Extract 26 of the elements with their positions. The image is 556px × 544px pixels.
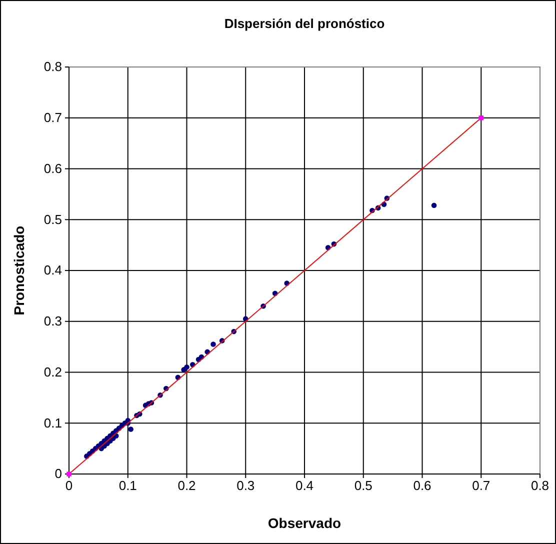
x-tick-label: 0 <box>65 478 73 494</box>
x-axis-title: Observado <box>268 515 342 531</box>
x-tick-label: 0.6 <box>413 478 432 494</box>
y-tick-label: 0.4 <box>44 262 62 278</box>
y-tick-label: 0.5 <box>44 212 62 227</box>
x-tick-label: 0.4 <box>295 478 314 494</box>
y-tick-label: 0 <box>54 466 62 482</box>
x-tick-label: 0.3 <box>236 478 255 494</box>
y-tick-label: 0.2 <box>44 364 62 380</box>
x-tick-label: 0.1 <box>118 478 137 494</box>
point <box>431 202 437 208</box>
y-tick-label: 0.6 <box>44 160 62 176</box>
y-tick-label: 0.7 <box>44 110 62 126</box>
y-tick-label: 0.3 <box>44 314 62 329</box>
x-tick-label: 0.5 <box>354 478 372 494</box>
point <box>478 116 484 120</box>
chart-title: DIspersión del pronóstico <box>224 16 385 31</box>
y-axis-title: Pronosticado <box>11 226 27 316</box>
point <box>210 342 216 347</box>
x-tick-label: 0.8 <box>530 478 550 494</box>
y-tick-label: 0.8 <box>44 59 62 74</box>
x-tick-label: 0.7 <box>472 478 490 494</box>
point <box>184 364 190 370</box>
point <box>128 426 134 432</box>
x-tick-label: 0.2 <box>178 478 196 494</box>
y-tick-label: 0.1 <box>44 415 62 430</box>
